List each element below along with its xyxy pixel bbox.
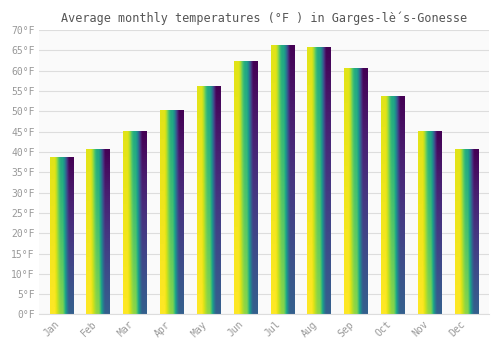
Title: Average monthly temperatures (°F ) in Garges-lè́s-Gonesse: Average monthly temperatures (°F ) in Ga… [61,11,467,25]
